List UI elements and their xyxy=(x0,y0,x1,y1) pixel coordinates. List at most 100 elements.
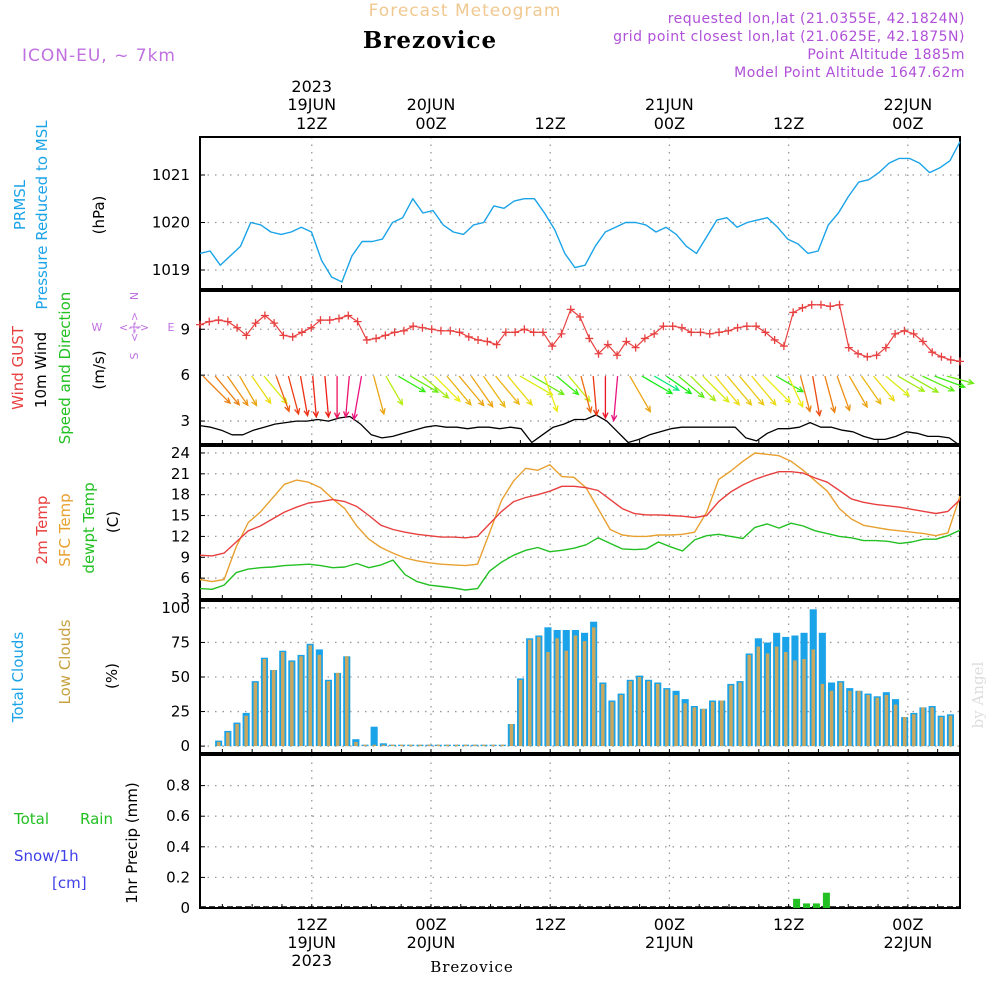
panel-frame xyxy=(199,136,961,290)
low-cloud-bar xyxy=(299,656,303,747)
low-cloud-bar xyxy=(784,652,788,747)
low-cloud-bar xyxy=(409,744,413,747)
requested-coords: requested lon,lat (21.0355E, 42.1824N) xyxy=(668,11,965,27)
top-hour-label: 00Z xyxy=(415,114,446,133)
low-cloud-bar xyxy=(235,724,239,747)
wind-speed-line xyxy=(199,414,961,447)
y-tick-label: 0.4 xyxy=(166,838,190,856)
gust-marker xyxy=(270,319,279,328)
gust-marker xyxy=(446,326,455,335)
low-cloud-bar xyxy=(399,744,404,747)
grid-point-coords: grid point closest lon,lat (21.0625E, 42… xyxy=(613,29,965,45)
bottom-date-label: 20JUN xyxy=(407,933,456,952)
gust-marker xyxy=(826,302,835,311)
wind-arrow xyxy=(202,375,232,405)
gust-marker xyxy=(307,323,316,332)
precip-unit-label: 1hr Precip (mm) xyxy=(123,782,141,903)
gust-marker xyxy=(715,328,724,337)
wind-arrow xyxy=(482,375,506,409)
rain-total-label: Total xyxy=(13,810,49,828)
wind-arrow xyxy=(351,375,363,421)
wind-arrow xyxy=(263,375,288,405)
gust-marker xyxy=(956,357,964,366)
bottom-year-label: 2023 xyxy=(291,951,332,970)
low-cloud-bar xyxy=(628,681,633,746)
total-cloud-bar xyxy=(370,726,378,746)
low-cloud-bar xyxy=(244,715,248,747)
gust-marker xyxy=(798,303,807,312)
low-cloud-bar xyxy=(335,672,340,747)
wind-arrow xyxy=(602,376,609,420)
low-cloud-bar xyxy=(601,683,605,747)
wind-arrow xyxy=(641,375,674,395)
y-tick-label: 0 xyxy=(180,899,190,917)
low-cloud-bar xyxy=(509,724,514,747)
gust-marker xyxy=(325,316,334,325)
y-tick-label: 9 xyxy=(180,320,190,338)
low-cloud-bar xyxy=(829,690,834,747)
bottom-hour-label: 12Z xyxy=(296,915,327,934)
compass-rose: W E <-|-> <-|-> N S xyxy=(92,292,175,360)
panel-frame xyxy=(199,754,961,909)
gust-marker xyxy=(576,313,584,322)
gust-marker xyxy=(705,329,714,338)
wind-arrow xyxy=(373,375,386,416)
low-cloud-bar xyxy=(592,627,596,747)
low-cloud-bar xyxy=(537,636,541,747)
top-year-label: 2023 xyxy=(291,77,332,96)
wind-label: 10m Wind xyxy=(32,332,50,408)
low-cloud-bar xyxy=(838,682,843,747)
top-hour-label: 12Z xyxy=(535,114,566,133)
precip-panel: 0 0.2 0.4 0.6 0.8 xyxy=(166,754,961,917)
y-tick-label: 18 xyxy=(171,486,190,504)
wind-arrow xyxy=(275,375,291,413)
total-clouds-label: Total Clouds xyxy=(9,632,27,724)
model-altitude: Model Point Altitude 1647.62m xyxy=(734,65,965,81)
gust-marker xyxy=(353,317,362,326)
low-cloud-bar xyxy=(756,646,761,747)
wind-arrow xyxy=(799,375,812,413)
y-tick-label: 9 xyxy=(180,548,190,566)
bottom-hour-label: 00Z xyxy=(415,915,446,934)
y-tick-label: 3 xyxy=(180,590,190,608)
y-tick-label: 1020 xyxy=(152,214,190,232)
y-tick-label: 21 xyxy=(171,465,190,483)
gust-marker xyxy=(520,325,529,334)
low-cloud-bar xyxy=(473,744,477,747)
gust-marker xyxy=(659,322,668,331)
bottom-date-label: 22JUN xyxy=(883,933,932,952)
point-altitude: Point Altitude 1885m xyxy=(807,47,965,63)
low-cloud-bar xyxy=(482,744,486,747)
gust-marker xyxy=(603,340,612,349)
low-cloud-bar xyxy=(939,717,943,747)
gust-marker xyxy=(918,337,927,346)
low-cloud-bar xyxy=(866,695,870,747)
low-cloud-bar xyxy=(436,744,440,747)
low-cloud-bar xyxy=(729,685,733,747)
wind-arrow xyxy=(629,375,652,414)
y-tick-label: 15 xyxy=(171,507,190,525)
rain-bar xyxy=(793,898,801,908)
bottom-date-label: 19JUN xyxy=(287,933,336,952)
y-tick-label: 12 xyxy=(171,527,190,545)
gust-marker xyxy=(733,323,742,332)
low-cloud-bar xyxy=(884,695,889,747)
bottom-hour-label: 00Z xyxy=(892,915,923,934)
wind-dir-label: Speed and Direction xyxy=(56,292,74,445)
panel-frame xyxy=(199,290,961,445)
gust-marker xyxy=(946,355,955,364)
low-cloud-bar xyxy=(701,708,706,747)
gust-marker xyxy=(779,342,788,351)
location-title: Brezovice xyxy=(363,27,497,54)
compass-s: S xyxy=(128,352,141,359)
low-cloud-bar xyxy=(262,659,267,747)
low-cloud-bar xyxy=(500,744,504,747)
low-cloud-bar xyxy=(317,654,322,747)
gust-marker xyxy=(233,323,242,332)
low-cloud-bar xyxy=(610,701,614,747)
top-hour-label: 00Z xyxy=(654,114,685,133)
low-cloud-bar xyxy=(226,732,230,747)
gust-marker xyxy=(622,337,631,346)
gust-marker xyxy=(242,331,251,340)
wind-arrow xyxy=(458,375,485,407)
